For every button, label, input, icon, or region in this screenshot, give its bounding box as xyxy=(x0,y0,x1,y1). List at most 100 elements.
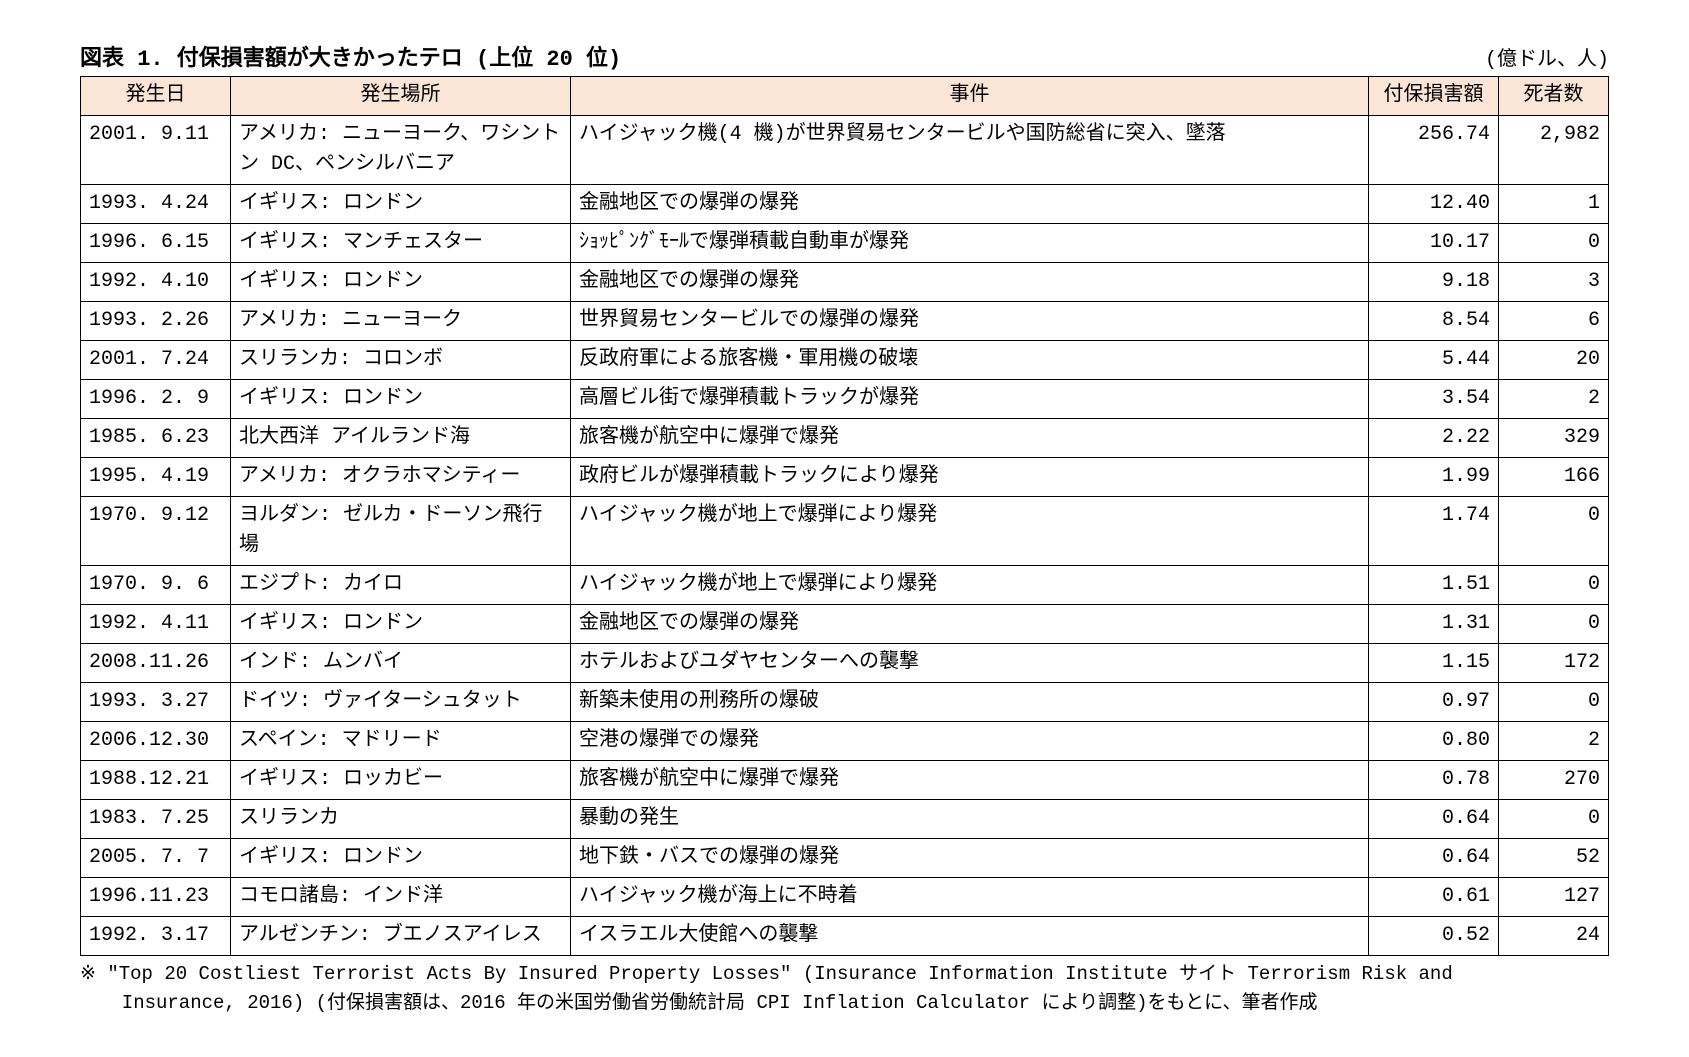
cell-place: イギリス: ロンドン xyxy=(231,605,571,644)
cell-date: 1985. 6.23 xyxy=(81,419,231,458)
cell-place: ドイツ: ヴァイターシュタット xyxy=(231,683,571,722)
table-row: 2005. 7. 7イギリス: ロンドン地下鉄・バスでの爆弾の爆発0.6452 xyxy=(81,839,1609,878)
table-header-row: 発生日 発生場所 事件 付保損害額 死者数 xyxy=(81,77,1609,116)
cell-event: 高層ビル街で爆弾積載トラックが爆発 xyxy=(571,380,1369,419)
cell-event: イスラエル大使館への襲撃 xyxy=(571,917,1369,956)
cell-loss: 0.64 xyxy=(1369,800,1499,839)
table-row: 1992. 3.17アルゼンチン: ブエノスアイレスイスラエル大使館への襲撃0.… xyxy=(81,917,1609,956)
cell-place: イギリス: ロンドン xyxy=(231,380,571,419)
footnote-line2: Insurance, 2016) (付保損害額は、2016 年の米国労働省労働統… xyxy=(80,989,1609,1018)
cell-date: 1970. 9.12 xyxy=(81,497,231,566)
cell-event: ハイジャック機が地上で爆弾により爆発 xyxy=(571,566,1369,605)
cell-death: 127 xyxy=(1499,878,1609,917)
cell-place: ヨルダン: ゼルカ・ドーソン飛行場 xyxy=(231,497,571,566)
cell-place: スペイン: マドリード xyxy=(231,722,571,761)
cell-place: イギリス: ロッカビー xyxy=(231,761,571,800)
cell-place: コモロ諸島: インド洋 xyxy=(231,878,571,917)
cell-loss: 256.74 xyxy=(1369,116,1499,185)
cell-place: アメリカ: ニューヨーク、ワシントン DC、ペンシルバニア xyxy=(231,116,571,185)
cell-loss: 0.97 xyxy=(1369,683,1499,722)
col-header-place: 発生場所 xyxy=(231,77,571,116)
cell-event: 地下鉄・バスでの爆弾の爆発 xyxy=(571,839,1369,878)
footnote-line1: ※ "Top 20 Costliest Terrorist Acts By In… xyxy=(80,963,1453,985)
cell-date: 1992. 4.11 xyxy=(81,605,231,644)
cell-death: 52 xyxy=(1499,839,1609,878)
cell-date: 1993. 4.24 xyxy=(81,185,231,224)
cell-death: 24 xyxy=(1499,917,1609,956)
cell-date: 1988.12.21 xyxy=(81,761,231,800)
col-header-death: 死者数 xyxy=(1499,77,1609,116)
cell-loss: 9.18 xyxy=(1369,263,1499,302)
cell-death: 166 xyxy=(1499,458,1609,497)
table-row: 2001. 9.11アメリカ: ニューヨーク、ワシントン DC、ペンシルバニアハ… xyxy=(81,116,1609,185)
table-row: 1970. 9.12ヨルダン: ゼルカ・ドーソン飛行場ハイジャック機が地上で爆弾… xyxy=(81,497,1609,566)
cell-date: 1983. 7.25 xyxy=(81,800,231,839)
cell-event: ハイジャック機が地上で爆弾により爆発 xyxy=(571,497,1369,566)
cell-loss: 10.17 xyxy=(1369,224,1499,263)
cell-event: 旅客機が航空中に爆弾で爆発 xyxy=(571,761,1369,800)
cell-event: 空港の爆弾での爆発 xyxy=(571,722,1369,761)
table-row: 1983. 7.25スリランカ暴動の発生0.640 xyxy=(81,800,1609,839)
cell-event: 旅客機が航空中に爆弾で爆発 xyxy=(571,419,1369,458)
cell-date: 2006.12.30 xyxy=(81,722,231,761)
cell-event: 暴動の発生 xyxy=(571,800,1369,839)
cell-death: 3 xyxy=(1499,263,1609,302)
cell-place: アルゼンチン: ブエノスアイレス xyxy=(231,917,571,956)
cell-event: ハイジャック機(4 機)が世界貿易センタービルや国防総省に突入、墜落 xyxy=(571,116,1369,185)
table-row: 2008.11.26インド: ムンバイホテルおよびユダヤセンターへの襲撃1.15… xyxy=(81,644,1609,683)
cell-place: イギリス: ロンドン xyxy=(231,839,571,878)
cell-place: アメリカ: オクラホマシティー xyxy=(231,458,571,497)
cell-place: エジプト: カイロ xyxy=(231,566,571,605)
cell-event: 反政府軍による旅客機・軍用機の破壊 xyxy=(571,341,1369,380)
table-body: 2001. 9.11アメリカ: ニューヨーク、ワシントン DC、ペンシルバニアハ… xyxy=(81,116,1609,956)
cell-loss: 3.54 xyxy=(1369,380,1499,419)
cell-event: ｼｮｯﾋﾟﾝｸﾞﾓｰﾙで爆弾積載自動車が爆発 xyxy=(571,224,1369,263)
footnote: ※ "Top 20 Costliest Terrorist Acts By In… xyxy=(80,960,1609,1017)
cell-death: 6 xyxy=(1499,302,1609,341)
cell-event: 金融地区での爆弾の爆発 xyxy=(571,263,1369,302)
table-row: 1996.11.23コモロ諸島: インド洋ハイジャック機が海上に不時着0.611… xyxy=(81,878,1609,917)
cell-death: 0 xyxy=(1499,605,1609,644)
table-row: 2001. 7.24スリランカ: コロンボ反政府軍による旅客機・軍用機の破壊5.… xyxy=(81,341,1609,380)
data-table: 発生日 発生場所 事件 付保損害額 死者数 2001. 9.11アメリカ: ニュ… xyxy=(80,76,1609,956)
table-title: 図表 1. 付保損害額が大きかったテロ (上位 20 位) xyxy=(80,40,621,72)
cell-place: アメリカ: ニューヨーク xyxy=(231,302,571,341)
cell-date: 1996.11.23 xyxy=(81,878,231,917)
cell-loss: 0.64 xyxy=(1369,839,1499,878)
col-header-loss: 付保損害額 xyxy=(1369,77,1499,116)
cell-loss: 1.51 xyxy=(1369,566,1499,605)
cell-place: スリランカ xyxy=(231,800,571,839)
cell-death: 0 xyxy=(1499,683,1609,722)
cell-death: 0 xyxy=(1499,497,1609,566)
cell-date: 1993. 2.26 xyxy=(81,302,231,341)
cell-death: 20 xyxy=(1499,341,1609,380)
cell-date: 1992. 4.10 xyxy=(81,263,231,302)
cell-death: 270 xyxy=(1499,761,1609,800)
table-row: 1970. 9. 6エジプト: カイロハイジャック機が地上で爆弾により爆発1.5… xyxy=(81,566,1609,605)
cell-date: 2008.11.26 xyxy=(81,644,231,683)
cell-event: 世界貿易センタービルでの爆弾の爆発 xyxy=(571,302,1369,341)
cell-date: 2005. 7. 7 xyxy=(81,839,231,878)
cell-loss: 12.40 xyxy=(1369,185,1499,224)
cell-death: 172 xyxy=(1499,644,1609,683)
cell-event: ホテルおよびユダヤセンターへの襲撃 xyxy=(571,644,1369,683)
table-row: 1988.12.21イギリス: ロッカビー旅客機が航空中に爆弾で爆発0.7827… xyxy=(81,761,1609,800)
cell-place: 北大西洋 アイルランド海 xyxy=(231,419,571,458)
cell-loss: 0.78 xyxy=(1369,761,1499,800)
cell-date: 1992. 3.17 xyxy=(81,917,231,956)
cell-event: 金融地区での爆弾の爆発 xyxy=(571,185,1369,224)
cell-date: 1995. 4.19 xyxy=(81,458,231,497)
table-row: 1993. 3.27ドイツ: ヴァイターシュタット新築未使用の刑務所の爆破0.9… xyxy=(81,683,1609,722)
cell-event: 新築未使用の刑務所の爆破 xyxy=(571,683,1369,722)
table-row: 1996. 2. 9イギリス: ロンドン高層ビル街で爆弾積載トラックが爆発3.5… xyxy=(81,380,1609,419)
cell-death: 0 xyxy=(1499,224,1609,263)
cell-loss: 2.22 xyxy=(1369,419,1499,458)
table-row: 1985. 6.23北大西洋 アイルランド海旅客機が航空中に爆弾で爆発2.223… xyxy=(81,419,1609,458)
cell-death: 329 xyxy=(1499,419,1609,458)
cell-loss: 1.99 xyxy=(1369,458,1499,497)
cell-loss: 8.54 xyxy=(1369,302,1499,341)
cell-date: 2001. 9.11 xyxy=(81,116,231,185)
table-row: 2006.12.30スペイン: マドリード空港の爆弾での爆発0.802 xyxy=(81,722,1609,761)
cell-place: インド: ムンバイ xyxy=(231,644,571,683)
table-unit: (億ドル、人) xyxy=(1485,42,1609,72)
